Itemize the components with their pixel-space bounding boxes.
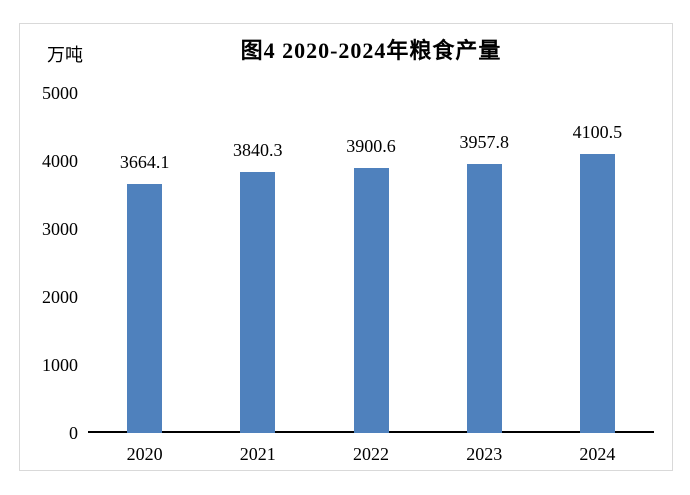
y-axis-tick-label: 4000 <box>42 151 78 171</box>
chart-frame <box>19 23 673 471</box>
bar-2022 <box>353 167 389 433</box>
bar-2020 <box>127 183 163 433</box>
y-axis-tick-label: 5000 <box>42 83 78 103</box>
bar-2023 <box>466 163 502 433</box>
x-axis-label: 2020 <box>126 444 163 464</box>
y-axis-unit-label: 万吨 <box>47 45 83 65</box>
bar-data-label: 4100.5 <box>572 122 623 143</box>
x-axis-label: 2022 <box>353 444 389 464</box>
y-axis-tick-label: 2000 <box>42 287 78 307</box>
x-axis-label: 2023 <box>466 444 503 464</box>
y-axis-tick-label: 1000 <box>42 355 78 375</box>
bar-2024 <box>579 154 615 433</box>
x-axis-label: 2021 <box>239 444 276 464</box>
chart-title: 图4 2020-2024年粮食产量 <box>240 38 502 63</box>
y-axis-tick-label: 0 <box>69 423 78 443</box>
x-axis-label: 2024 <box>579 444 616 464</box>
bar-2021 <box>240 171 276 433</box>
bar-data-label: 3840.3 <box>233 139 283 160</box>
bar-data-label: 3957.8 <box>459 131 509 152</box>
bar-data-label: 3900.6 <box>346 135 396 156</box>
bar-data-label: 3664.1 <box>119 151 170 172</box>
y-axis-tick-label: 3000 <box>42 219 78 239</box>
